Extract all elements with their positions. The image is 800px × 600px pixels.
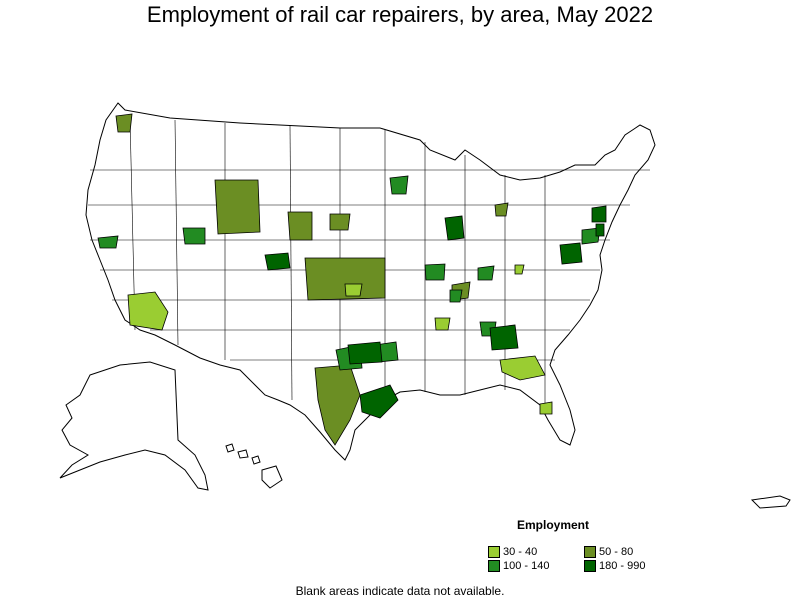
area-wyoming — [214, 179, 261, 235]
area-ohio — [514, 264, 525, 275]
legend-label: 30 - 40 — [503, 546, 538, 558]
alaska — [59, 361, 209, 491]
area-new-jersey — [595, 223, 605, 237]
area-atlanta — [489, 324, 519, 351]
legend-item-50-80: 50 - 80 — [584, 546, 680, 558]
area-nebraska — [329, 213, 351, 231]
area-minnesota — [389, 175, 409, 195]
area-kansas — [304, 257, 386, 301]
legend-swatch — [584, 546, 596, 558]
puerto-rico — [750, 495, 791, 509]
area-pennsylvania — [581, 227, 601, 245]
hawaii — [225, 443, 283, 489]
legend-title: Employment — [516, 518, 589, 532]
area-michigan — [494, 202, 509, 217]
footnote: Blank areas indicate data not available. — [295, 584, 505, 598]
area-chicago — [444, 215, 465, 241]
area-arizona — [127, 291, 169, 331]
legend-item-180-990: 180 - 990 — [584, 560, 680, 572]
area-mississippi — [434, 317, 451, 331]
legend-label: 100 - 140 — [503, 560, 550, 572]
area-florida — [539, 401, 553, 415]
area-south-texas — [314, 364, 361, 446]
legend-swatch — [584, 560, 596, 572]
area-south-dakota-west — [287, 211, 313, 241]
legend-item-100-140: 100 - 140 — [488, 560, 584, 572]
area-missouri — [424, 263, 446, 281]
legend-swatch — [488, 560, 500, 572]
legend-label: 50 - 80 — [599, 546, 634, 558]
area-virginia — [559, 242, 583, 265]
legend-item-30-40: 30 - 40 — [488, 546, 584, 558]
area-kansas-small — [344, 283, 363, 297]
area-colorado — [182, 227, 206, 245]
area-denver — [264, 252, 291, 271]
area-houston — [359, 384, 399, 419]
area-indiana — [477, 265, 495, 281]
legend: Employment 30 - 40 50 - 80 100 - 140 180… — [488, 518, 688, 572]
map-title: Employment of rail car repairers, by are… — [146, 2, 654, 27]
employment-areas — [97, 113, 607, 446]
area-dallas — [347, 341, 383, 365]
area-california — [97, 235, 119, 249]
area-washington — [115, 113, 133, 133]
area-georgia — [499, 355, 546, 381]
legend-label: 180 - 990 — [599, 560, 646, 572]
legend-swatch — [488, 546, 500, 558]
area-new-york — [591, 205, 607, 223]
area-arkansas — [449, 289, 463, 303]
